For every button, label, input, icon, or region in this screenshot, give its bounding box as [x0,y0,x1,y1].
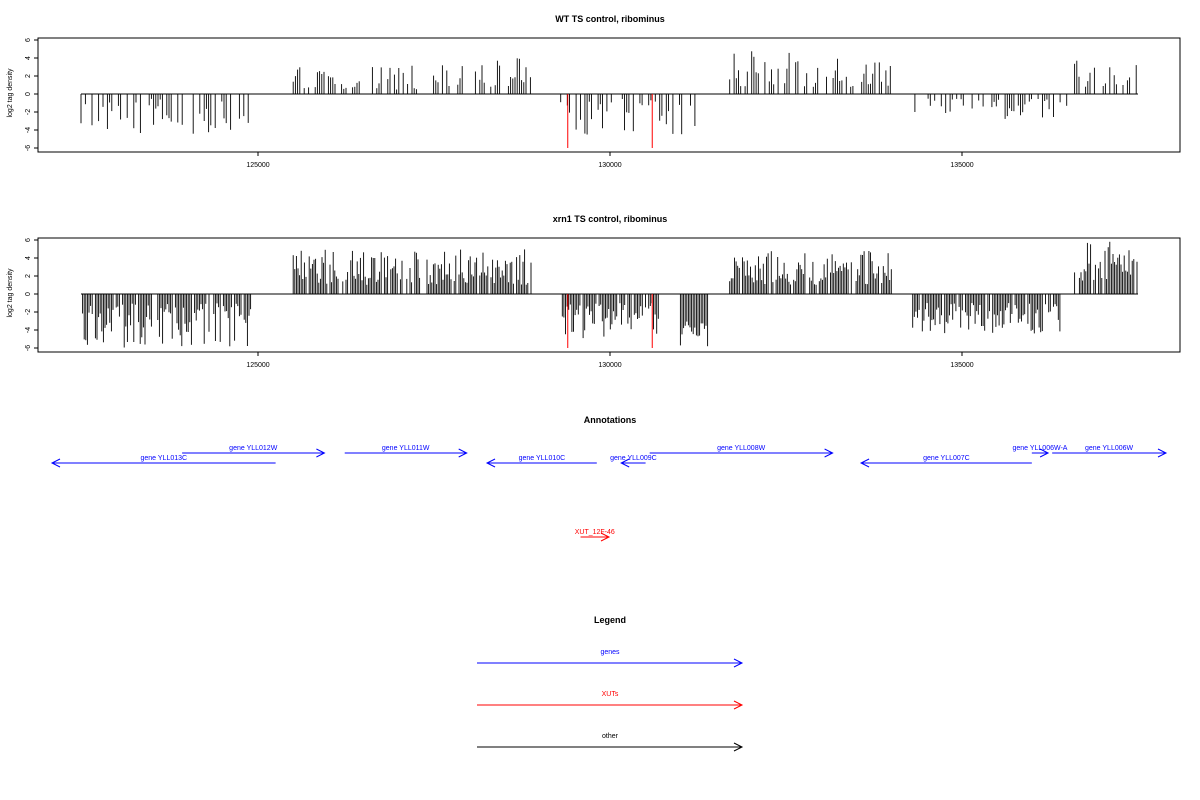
gene-arrow [485,458,597,468]
y-tick-label: 6 [25,238,32,242]
wt-panel-title: WT TS control, ribominus [555,14,665,24]
wt-y-axis-label: log2 tag density [7,68,14,118]
x-tick-label: 130000 [598,362,621,369]
xut-label: XUT_12F-46 [575,529,615,536]
legend-arrow [477,658,744,668]
y-tick-label: 6 [25,38,32,42]
gene-label: gene YLL011W [382,445,430,452]
legend-title: Legend [594,615,626,625]
gene-label: gene YLL009C [610,455,657,462]
gene-label: gene YLL006W [1085,445,1134,452]
legend-arrow [477,742,744,752]
gene-arrow [344,448,468,458]
signal-bars [80,51,1137,135]
gene-label: gene YLL008W [717,445,766,452]
legend-item-label: genes [600,649,620,656]
signal-bars [82,241,1138,348]
legend: Legend genes XUTs other [477,615,744,752]
y-tick-label: 4 [25,56,32,60]
legend-arrow [477,700,744,710]
y-tick-label: -2 [25,109,32,115]
gene-label: gene YLL006W-A [1012,445,1067,452]
gene-arrow [649,448,834,458]
y-tick-label: -4 [25,127,32,133]
x-tick-label: 125000 [246,162,269,169]
y-tick-label: 4 [25,256,32,260]
legend-item-label: other [602,733,619,740]
gene-arrow [1052,448,1168,458]
gene-label: gene YLL013C [141,455,188,462]
gene-arrow [182,448,326,458]
xrn1-panel: xrn1 TS control, ribominus log2 tag dens… [7,214,1181,369]
x-tick-label: 125000 [246,362,269,369]
x-tick-label: 130000 [598,162,621,169]
y-tick-label: 0 [25,92,32,96]
gene-arrow [859,458,1032,468]
xrn1-panel-title: xrn1 TS control, ribominus [553,214,668,224]
xrn1-y-axis-label: log2 tag density [7,268,14,318]
x-tick-label: 135000 [950,162,973,169]
wt-panel: WT TS control, ribominus log2 tag densit… [7,14,1181,169]
xut-arrow [580,532,611,542]
gene-label: gene YLL012W [229,445,278,452]
gene-label: gene YLL007C [923,455,970,462]
y-tick-label: 2 [25,274,32,278]
y-tick-label: -2 [25,309,32,315]
gene-arrow [620,458,646,468]
y-tick-label: 2 [25,74,32,78]
y-tick-label: -6 [25,145,32,151]
annotations-title: Annotations [584,415,637,425]
x-tick-label: 135000 [950,362,973,369]
y-tick-label: -6 [25,345,32,351]
gene-label: gene YLL010C [519,455,566,462]
gene-arrow [50,458,276,468]
legend-item-label: XUTs [602,691,619,698]
y-tick-label: -4 [25,327,32,333]
xrn1-plot-frame [37,237,1181,353]
annotations-track: Annotations gene YLL013C gene YLL012W gene… [50,415,1168,542]
gene-arrow [1031,448,1050,458]
y-tick-label: 0 [25,292,32,296]
wt-plot-frame [37,37,1181,153]
